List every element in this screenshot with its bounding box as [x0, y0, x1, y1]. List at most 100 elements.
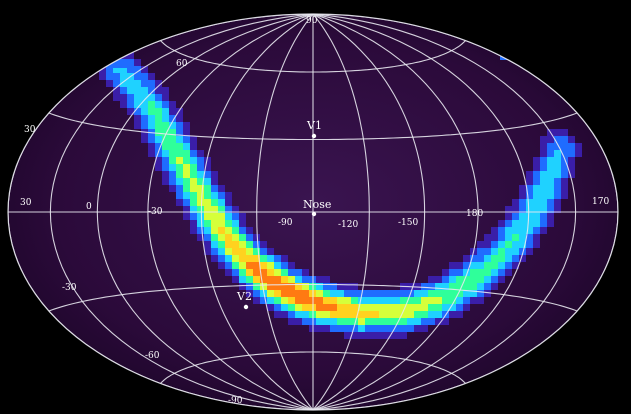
intensity-cell [295, 311, 302, 318]
intensity-cell [393, 297, 400, 304]
intensity-cell [372, 297, 379, 304]
intensity-cell [274, 297, 281, 304]
intensity-cell [386, 332, 393, 339]
intensity-cell [442, 304, 449, 311]
intensity-cell [183, 164, 190, 171]
intensity-cell [337, 297, 344, 304]
intensity-cell [533, 234, 540, 241]
intensity-cell [330, 304, 337, 311]
intensity-cell [470, 269, 477, 276]
intensity-cell [470, 276, 477, 283]
intensity-cell [112, 60, 128, 68]
intensity-cell [449, 276, 456, 283]
intensity-cell [323, 283, 330, 290]
intensity-cell [246, 283, 253, 290]
intensity-cell [379, 318, 386, 325]
intensity-cell [337, 311, 344, 318]
intensity-cell [463, 283, 470, 290]
intensity-cell [239, 220, 246, 227]
intensity-cell [302, 304, 309, 311]
intensity-cell [162, 101, 169, 108]
intensity-cell [554, 171, 561, 178]
intensity-cell [323, 311, 330, 318]
intensity-cell [232, 206, 239, 213]
intensity-cell [344, 318, 351, 325]
intensity-cell [197, 206, 204, 213]
intensity-cell [197, 171, 204, 178]
intensity-cell [393, 332, 400, 339]
intensity-cell [505, 255, 512, 262]
intensity-cell [540, 206, 547, 213]
intensity-cell [106, 66, 113, 73]
intensity-cell [260, 297, 267, 304]
intensity-cell [246, 234, 253, 241]
intensity-cell [134, 73, 141, 80]
intensity-cell [554, 192, 561, 199]
intensity-cell [183, 150, 190, 157]
intensity-cell [162, 115, 169, 122]
intensity-cell [491, 262, 498, 269]
intensity-cell [442, 276, 449, 283]
intensity-cell [449, 262, 456, 269]
intensity-cell [561, 192, 568, 199]
intensity-cell [526, 213, 533, 220]
intensity-cell [155, 122, 162, 129]
intensity-cell [407, 325, 414, 332]
intensity-cell [281, 276, 288, 283]
intensity-cell [477, 290, 484, 297]
intensity-cell [547, 192, 554, 199]
intensity-cell [533, 213, 540, 220]
intensity-cell [351, 332, 358, 339]
intensity-cell [554, 150, 561, 157]
intensity-cell [330, 297, 337, 304]
intensity-cell [155, 129, 162, 136]
intensity-cell [491, 255, 498, 262]
intensity-cell [134, 59, 141, 66]
intensity-cell [169, 136, 176, 143]
intensity-cell [393, 325, 400, 332]
intensity-cell [246, 269, 253, 276]
intensity-cell [134, 101, 141, 108]
intensity-cell [449, 283, 456, 290]
intensity-cell [561, 150, 568, 157]
intensity-cell [400, 304, 407, 311]
intensity-cell [197, 199, 204, 206]
intensity-cell [568, 136, 575, 143]
intensity-cell [526, 248, 533, 255]
intensity-cell [519, 248, 526, 255]
intensity-cell [358, 318, 365, 325]
intensity-cell [470, 297, 477, 304]
intensity-cell [281, 262, 288, 269]
intensity-cell [141, 136, 148, 143]
intensity-cell [568, 171, 575, 178]
intensity-cell [162, 171, 169, 178]
intensity-cell [323, 304, 330, 311]
intensity-cell [169, 122, 176, 129]
intensity-cell [428, 297, 435, 304]
intensity-cell [526, 206, 533, 213]
intensity-cell [540, 185, 547, 192]
intensity-cell [169, 101, 176, 108]
intensity-cell [197, 220, 204, 227]
intensity-cell [365, 297, 372, 304]
intensity-cell [204, 199, 211, 206]
intensity-cell [155, 108, 162, 115]
intensity-cell [148, 73, 155, 80]
intensity-cell [190, 171, 197, 178]
intensity-cell [120, 80, 127, 87]
intensity-cell [134, 66, 141, 73]
intensity-cell [183, 178, 190, 185]
intensity-cell [274, 276, 281, 283]
intensity-cell [176, 164, 183, 171]
intensity-cell [421, 297, 428, 304]
intensity-cell [533, 178, 540, 185]
intensity-cell [183, 171, 190, 178]
intensity-cell [211, 199, 218, 206]
intensity-cell [512, 241, 519, 248]
intensity-cell [463, 262, 470, 269]
intensity-cell [253, 255, 260, 262]
intensity-cell [267, 304, 274, 311]
intensity-cell [526, 220, 533, 227]
intensity-cell [239, 255, 246, 262]
intensity-cell [547, 220, 554, 227]
